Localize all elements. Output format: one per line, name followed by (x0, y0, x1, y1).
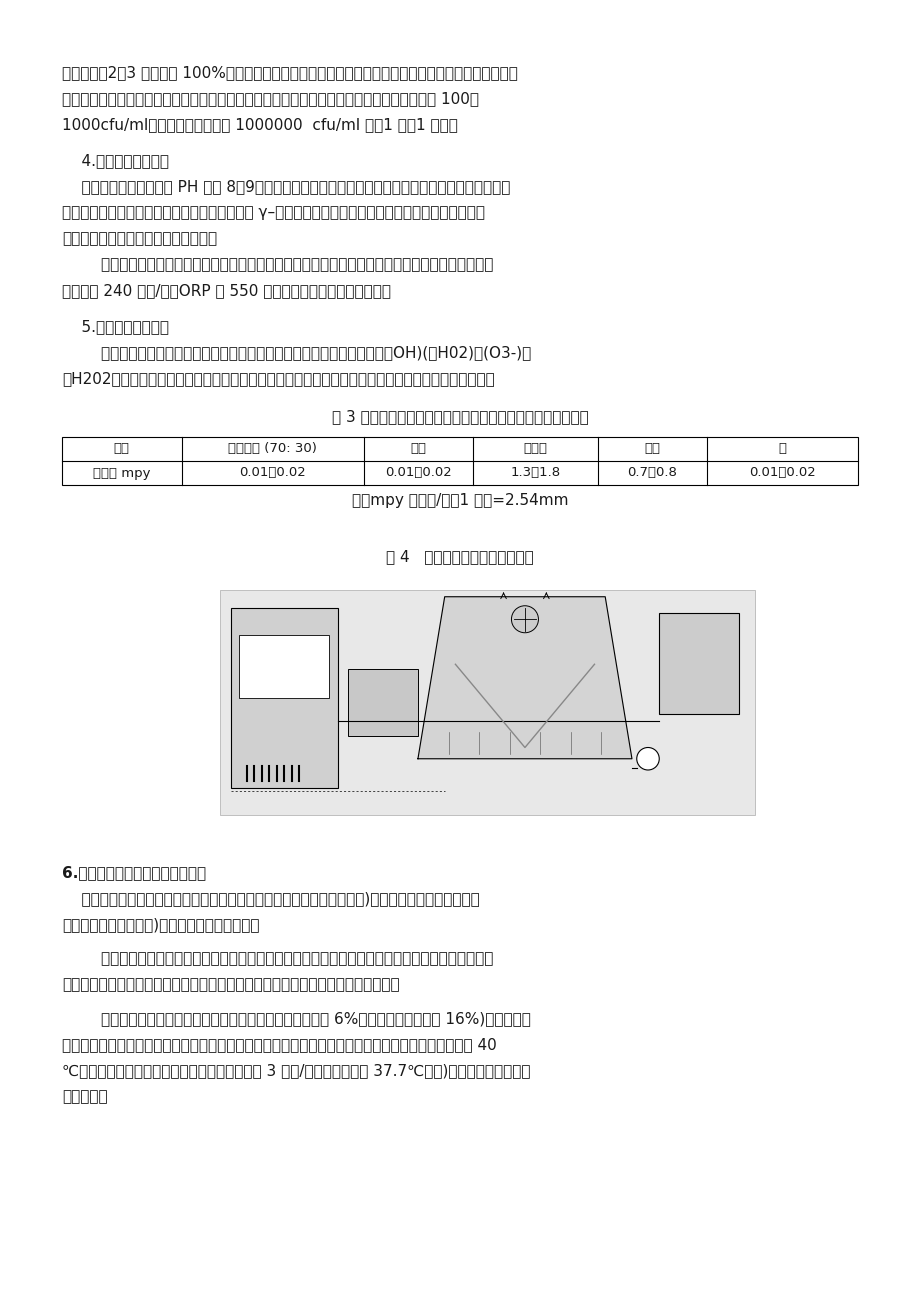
Text: 在低浓度含臭氧的水中 PH 值为 8～9，这一条件不利于化学腐蚀的发生；其次，由于臭氧分解产生的: 在低浓度含臭氧的水中 PH 值为 8～9，这一条件不利于化学腐蚀的发生；其次，由… (62, 178, 510, 194)
Text: 冷却塔臭氧处理系统大多数由空气预制装置（空气干燥器、空气压缩机)、臭氧发生器、臭氧与水接: 冷却塔臭氧处理系统大多数由空气预制装置（空气干燥器、空气压缩机)、臭氧发生器、臭… (62, 891, 479, 906)
Text: 图 4   冷却塔循环水臭氧处理原理: 图 4 冷却塔循环水臭氧处理原理 (386, 549, 533, 564)
Text: 只要把臭氧控制在一定浓度范围，就能够达到防腐蚀的目的。实验表明：经臭氧处理的水质控制总: 只要把臭氧控制在一定浓度范围，就能够达到防腐蚀的目的。实验表明：经臭氧处理的水质… (62, 256, 493, 272)
Text: 臭氧可用气泡扩散法、正压注入法、逆流气泡接触法、涡轮混合法等溶解于水中，但更合适地冷却: 臭氧可用气泡扩散法、正压注入法、逆流气泡接触法、涡轮混合法等溶解于水中，但更合适… (62, 950, 493, 966)
Text: 触装置（文丘里混合器)、自动控制仪器等组成。: 触装置（文丘里混合器)、自动控制仪器等组成。 (62, 917, 259, 932)
Circle shape (511, 605, 538, 633)
Text: 塔循环水系统的臭氧融合装置，还是文丘里管加静态混合器、噴射器加静态混合器。: 塔循环水系统的臭氧融合装置，还是文丘里管加静态混合器、噴射器加静态混合器。 (62, 976, 399, 992)
Text: 的臭氧时，2～3 分钟即可 100%地杀灯制造生物膜细菌。维持这一条件可阻止其再生长。由于臭氧是直接: 的臭氧时，2～3 分钟即可 100%地杀灯制造生物膜细菌。维持这一条件可阻止其再… (62, 65, 517, 79)
Text: 灰铸铁: 灰铸铁 (523, 443, 547, 456)
Bar (62, 437, 857, 486)
Text: 材料: 材料 (114, 443, 130, 456)
Text: 生器中电离产生臭氧；臭氧一般通过冷却塔循环水的侧流加入，此处的水温最低（实验表明：臭氧宜在 40: 生器中电离产生臭氧；臭氧一般通过冷却塔循环水的侧流加入，此处的水温最低（实验表明… (62, 1036, 496, 1052)
Text: 氧原子能与铁离子反应，使铁管表面形成致密的 γ–氧化铁顿化膜，对系统产生保护作用；臭氧能有效杀: 氧原子能与铁离子反应，使铁管表面形成致密的 γ–氧化铁顿化膜，对系统产生保护作用… (62, 204, 484, 220)
Bar (658, 612, 738, 713)
Text: 腐蚀率 mpy: 腐蚀率 mpy (93, 466, 151, 479)
Bar (239, 635, 329, 698)
Text: 铝: 铝 (777, 443, 786, 456)
Text: 4.臭氧为何能防腐蚀: 4.臭氧为何能防腐蚀 (62, 154, 169, 168)
Text: 铜镁合金 (70: 30): 铜镁合金 (70: 30) (228, 443, 317, 456)
Bar (220, 590, 754, 815)
Text: 软钟: 软钟 (644, 443, 660, 456)
Text: 黄铜: 黄铜 (410, 443, 425, 456)
Bar (348, 669, 417, 736)
Text: 破坏细胞壁，完全杀灯细菌而不会产生免疫抗药性。经臭氧处理后的冷却塔循环水总菌落数为 100～: 破坏细胞壁，完全杀灯细菌而不会产生免疫抗药性。经臭氧处理后的冷却塔循环水总菌落数… (62, 91, 479, 105)
Text: 碱度大于 240 毫克/升，ORP 为 550 以下时，有最佳的防腐蚀效果。: 碱度大于 240 毫克/升，ORP 为 550 以下时，有最佳的防腐蚀效果。 (62, 283, 391, 298)
Text: 注：mpy 为密耳/年，1 密耳=2.54mm: 注：mpy 为密耳/年，1 密耳=2.54mm (351, 493, 568, 508)
Text: 臭氧不能直接攻击垑的主要成分如碳酸钙，但臭氧在氧化过程中会生成（OH)(、H02)、(O3-)、: 臭氧不能直接攻击垑的主要成分如碳酸钙，但臭氧在氧化过程中会生成（OH)(、H02… (62, 345, 530, 359)
Text: 表 3 使用臭氧在循环冷却水系统运行条件下常用材料的腐蚀率: 表 3 使用臭氧在循环冷却水系统运行条件下常用材料的腐蚀率 (331, 409, 588, 424)
Text: 6.冷却塔臭氧处理系统的基本构成: 6.冷却塔臭氧处理系统的基本构成 (62, 865, 206, 880)
Text: 5.臭氧为什么能阻垑: 5.臭氧为什么能阻垑 (62, 319, 169, 335)
Text: 1.3～1.8: 1.3～1.8 (510, 466, 560, 479)
Text: 灯噬硫噬铁等微生物，切断了腐蚀源。: 灯噬硫噬铁等微生物，切断了腐蚀源。 (62, 230, 217, 246)
Polygon shape (417, 596, 631, 759)
Text: 0.01～0.02: 0.01～0.02 (384, 466, 451, 479)
Text: 空气经压缩干燥后（纯氧制臭氧效果更佳，氧气浓度提高 6%，臭氧的得率会提高 16%)，在臭氧发: 空气经压缩干燥后（纯氧制臭氧效果更佳，氧气浓度提高 6%，臭氧的得率会提高 16… (62, 1010, 530, 1026)
Text: ℃以下工作，此时臭氧在循环水中的溶解度小于 3 毫克/升；最好能低于 37.7℃以下)，能将最大量的臭氧: ℃以下工作，此时臭氧在循环水中的溶解度小于 3 毫克/升；最好能低于 37.7℃… (62, 1062, 530, 1078)
Text: 0.01～0.02: 0.01～0.02 (239, 466, 306, 479)
Text: 0.7～0.8: 0.7～0.8 (627, 466, 676, 479)
Text: （H202）等自由基中间产物，氧化垑基质中的有机物，使垑变松并脱落。脱落的垑基需人工方法去除。: （H202）等自由基中间产物，氧化垑基质中的有机物，使垑变松并脱落。脱落的垑基需… (62, 371, 494, 385)
Bar (231, 608, 337, 788)
Text: 溶入水中。: 溶入水中。 (62, 1088, 108, 1104)
Text: 1000cfu/ml，比化学法处理后的 1000000  cfu/ml 低了1 千至1 万倍。: 1000cfu/ml，比化学法处理后的 1000000 cfu/ml 低了1 千… (62, 117, 458, 132)
Circle shape (636, 747, 659, 769)
Text: 0.01～0.02: 0.01～0.02 (748, 466, 815, 479)
